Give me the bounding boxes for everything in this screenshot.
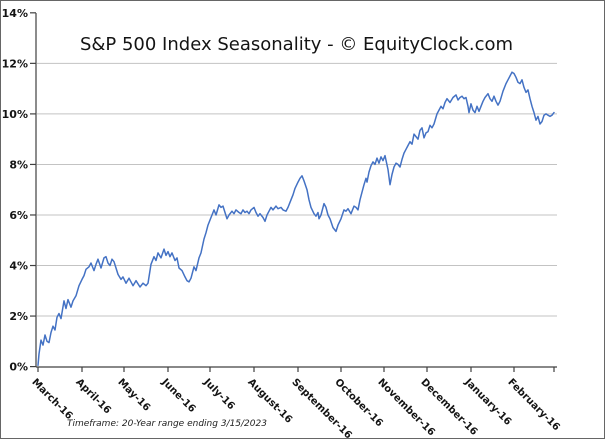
y-axis-label-14%: 14% [2, 7, 28, 20]
sp500-seasonality-line [37, 71, 555, 367]
y-axis-label-0%: 0% [9, 361, 28, 374]
y-axis-label-12%: 12% [2, 57, 28, 70]
x-axis-label-May-16: May-16 [115, 377, 152, 414]
x-axis-label-June-16: June-16 [159, 376, 198, 415]
y-axis-label-10%: 10% [2, 108, 28, 121]
y-axis-label-8%: 8% [9, 158, 28, 171]
x-axis-label-March-16: March-16 [29, 377, 74, 422]
timeframe-footnote: Timeframe: 20-Year range ending 3/15/202… [67, 419, 267, 429]
x-axis-label-April-16: April-16 [73, 377, 112, 416]
x-axis-label-July-16: July-16 [201, 376, 237, 412]
y-axis-label-6%: 6% [9, 209, 28, 222]
x-axis-label-February-16: February-16 [505, 377, 561, 433]
chart-title: S&P 500 Index Seasonality - © EquityCloc… [79, 34, 514, 55]
y-axis-label-2%: 2% [9, 310, 28, 323]
y-axis-label-4%: 4% [9, 260, 28, 273]
